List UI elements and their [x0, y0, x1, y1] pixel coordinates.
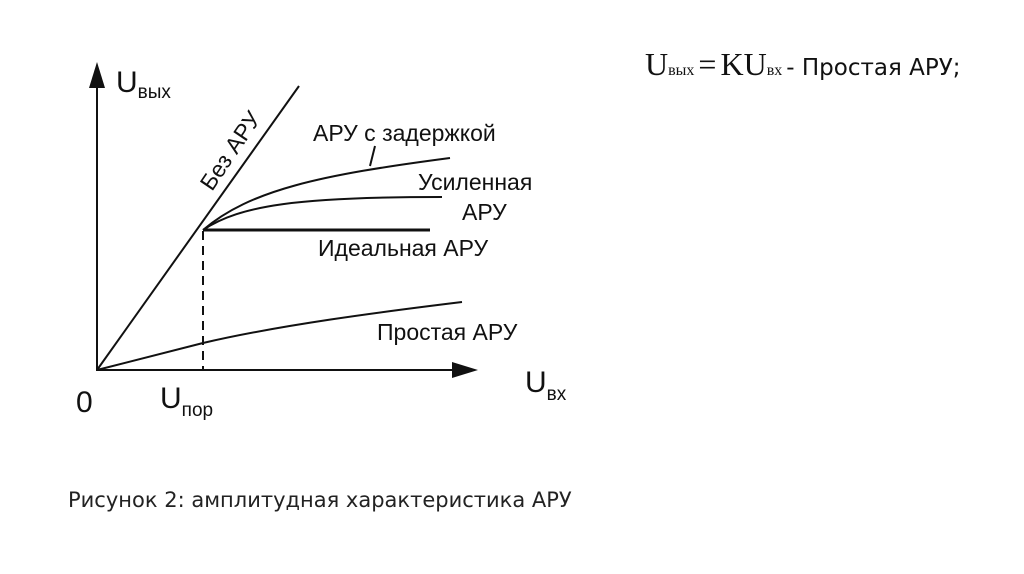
- formula-rhs: KUвх: [720, 46, 783, 82]
- label-delayed-agc: АРУ с задержкой: [313, 120, 496, 146]
- curve-no-agc: [96, 85, 300, 371]
- formula-description: - Простая АРУ;: [786, 55, 961, 81]
- y-axis-label: Uвых: [116, 66, 171, 103]
- curve-simple-agc: [96, 301, 463, 371]
- curve-amplified-agc: [202, 196, 443, 231]
- x-axis-arrow: [452, 362, 478, 378]
- threshold-label: Uпор: [160, 382, 213, 421]
- label-amplified-agc-2: АРУ: [462, 199, 507, 225]
- x-axis-label: Uвх: [525, 366, 567, 405]
- label-amplified-agc-1: Усиленная: [418, 169, 532, 195]
- formula: Uвых = KUвх - Простая АРУ;: [645, 46, 960, 83]
- delayed-agc-leader: [369, 145, 376, 167]
- label-ideal-agc: Идеальная АРУ: [318, 235, 488, 261]
- formula-lhs: Uвых: [645, 46, 695, 82]
- formula-equals: =: [698, 46, 717, 82]
- figure-caption: Рисунок 2: амплитудная характеристика АР…: [68, 488, 572, 512]
- y-axis-arrow: [89, 62, 105, 88]
- label-simple-agc: Простая АРУ: [377, 319, 518, 345]
- curve-delayed-agc: [202, 157, 451, 231]
- origin-label: 0: [76, 386, 93, 419]
